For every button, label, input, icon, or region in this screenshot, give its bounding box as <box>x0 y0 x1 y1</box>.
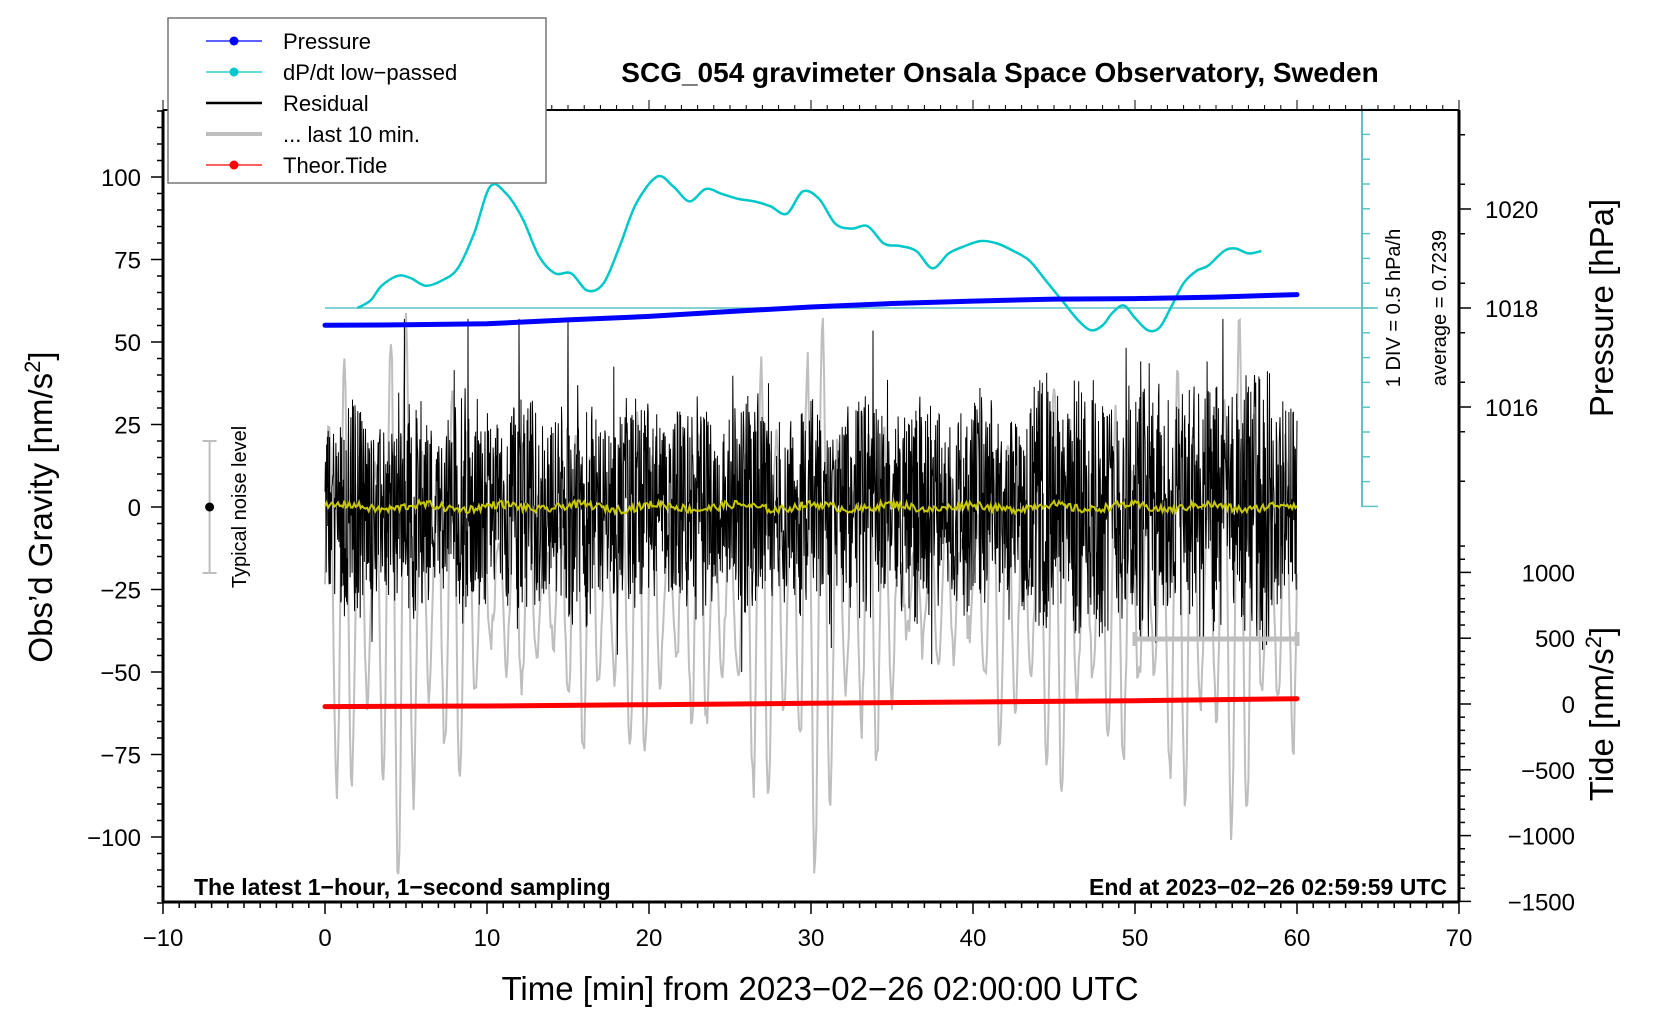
noise-level-dot <box>205 502 215 512</box>
dpdt-line <box>356 174 1262 333</box>
legend-label: Pressure <box>283 29 371 54</box>
legend-dot <box>229 160 239 170</box>
x-tick-label: 60 <box>1284 925 1311 952</box>
legend-entry: dP/dt low−passed <box>206 60 457 85</box>
bottom-right-annotation: End at 2023−02−26 02:59:59 UTC <box>1089 874 1447 900</box>
tide-line <box>322 696 1300 710</box>
legend-label: Residual <box>283 91 369 116</box>
gravity-tick-label: 50 <box>114 330 141 357</box>
gravity-tick-label: 25 <box>114 413 141 440</box>
x-tick-label: 30 <box>798 925 825 952</box>
y-axis-title-pressure: Pressure [hPa] <box>1583 199 1620 417</box>
tide-tick-label: −1000 <box>1508 824 1575 851</box>
legend-entry: Theor.Tide <box>206 153 387 178</box>
x-tick-label: 0 <box>318 925 331 952</box>
series-layer <box>202 108 1378 875</box>
gravity-label-end: ] <box>22 351 59 360</box>
legend-entry: Pressure <box>206 29 371 54</box>
x-tick-label: 70 <box>1446 925 1473 952</box>
gravity-tick-label: 0 <box>128 495 141 522</box>
dpdt-scale-label: 1 DIV = 0.5 hPa/h <box>1383 229 1405 387</box>
legend-label: ... last 10 min. <box>283 122 420 147</box>
noise-level-label: Typical noise level <box>229 426 251 588</box>
chart-title: SCG_054 gravimeter Onsala Space Observat… <box>621 57 1378 88</box>
tide-tick-label: −500 <box>1521 758 1575 785</box>
x-axis-title: Time [min] from 2023−02−26 02:00:00 UTC <box>501 970 1138 1007</box>
tide-tick-label: 0 <box>1562 692 1575 719</box>
tide-tick-label: 1000 <box>1522 560 1575 587</box>
legend-label: Theor.Tide <box>283 153 387 178</box>
residual-smoothed-line <box>324 497 1298 517</box>
gravity-label-sup: 2 <box>20 361 45 373</box>
y-axis-title-gravity: Obs’d Gravity [nm/s2] <box>20 351 60 662</box>
gravity-tick-label: −25 <box>100 578 141 605</box>
pressure-tick-label: 1018 <box>1485 296 1538 323</box>
axes-layer: −10 0 10 20 30 40 50 60 701007550250−25−50−75−10… <box>87 100 1575 952</box>
tide-label-main: Tide [nm/s <box>1583 648 1620 801</box>
gravity-tick-label: −50 <box>100 660 141 687</box>
x-tick-label: −10 <box>143 925 184 952</box>
pressure-line <box>322 292 1300 328</box>
residual-line <box>324 318 1298 673</box>
x-tick-label: 40 <box>960 925 987 952</box>
legend-entry: ... last 10 min. <box>206 122 420 147</box>
gravity-tick-label: 75 <box>114 248 141 275</box>
y-axis-title-tide: Tide [nm/s2] <box>1581 627 1621 801</box>
legend-dot <box>229 36 239 46</box>
legend-label: dP/dt low−passed <box>283 60 457 85</box>
tide-tick-label: −1500 <box>1508 889 1575 916</box>
x-tick-label: 10 <box>474 925 501 952</box>
gravity-tick-label: −75 <box>100 743 141 770</box>
last-10-min-line <box>324 312 1298 875</box>
pressure-tick-label: 1020 <box>1485 197 1538 224</box>
legend: Pressure dP/dt low−passed Residual ... last… <box>167 17 547 184</box>
legend-entry: Residual <box>206 91 369 116</box>
gravity-tick-label: −100 <box>87 825 141 852</box>
bottom-left-annotation: The latest 1−hour, 1−second sampling <box>194 874 611 900</box>
gravity-label-main: Obs’d Gravity [nm/s <box>22 373 59 663</box>
tide-label-sup: 2 <box>1581 636 1606 648</box>
x-tick-label: 20 <box>636 925 663 952</box>
x-tick-label: 50 <box>1122 925 1149 952</box>
gravity-tick-label: 100 <box>101 165 141 192</box>
legend-box <box>167 17 547 184</box>
dpdt-average-label: average = 0.7239 <box>1429 230 1451 386</box>
tide-tick-label: 500 <box>1535 626 1575 653</box>
pressure-tick-label: 1016 <box>1485 395 1538 422</box>
tide-label-end: ] <box>1583 627 1620 636</box>
legend-dot <box>229 67 239 77</box>
